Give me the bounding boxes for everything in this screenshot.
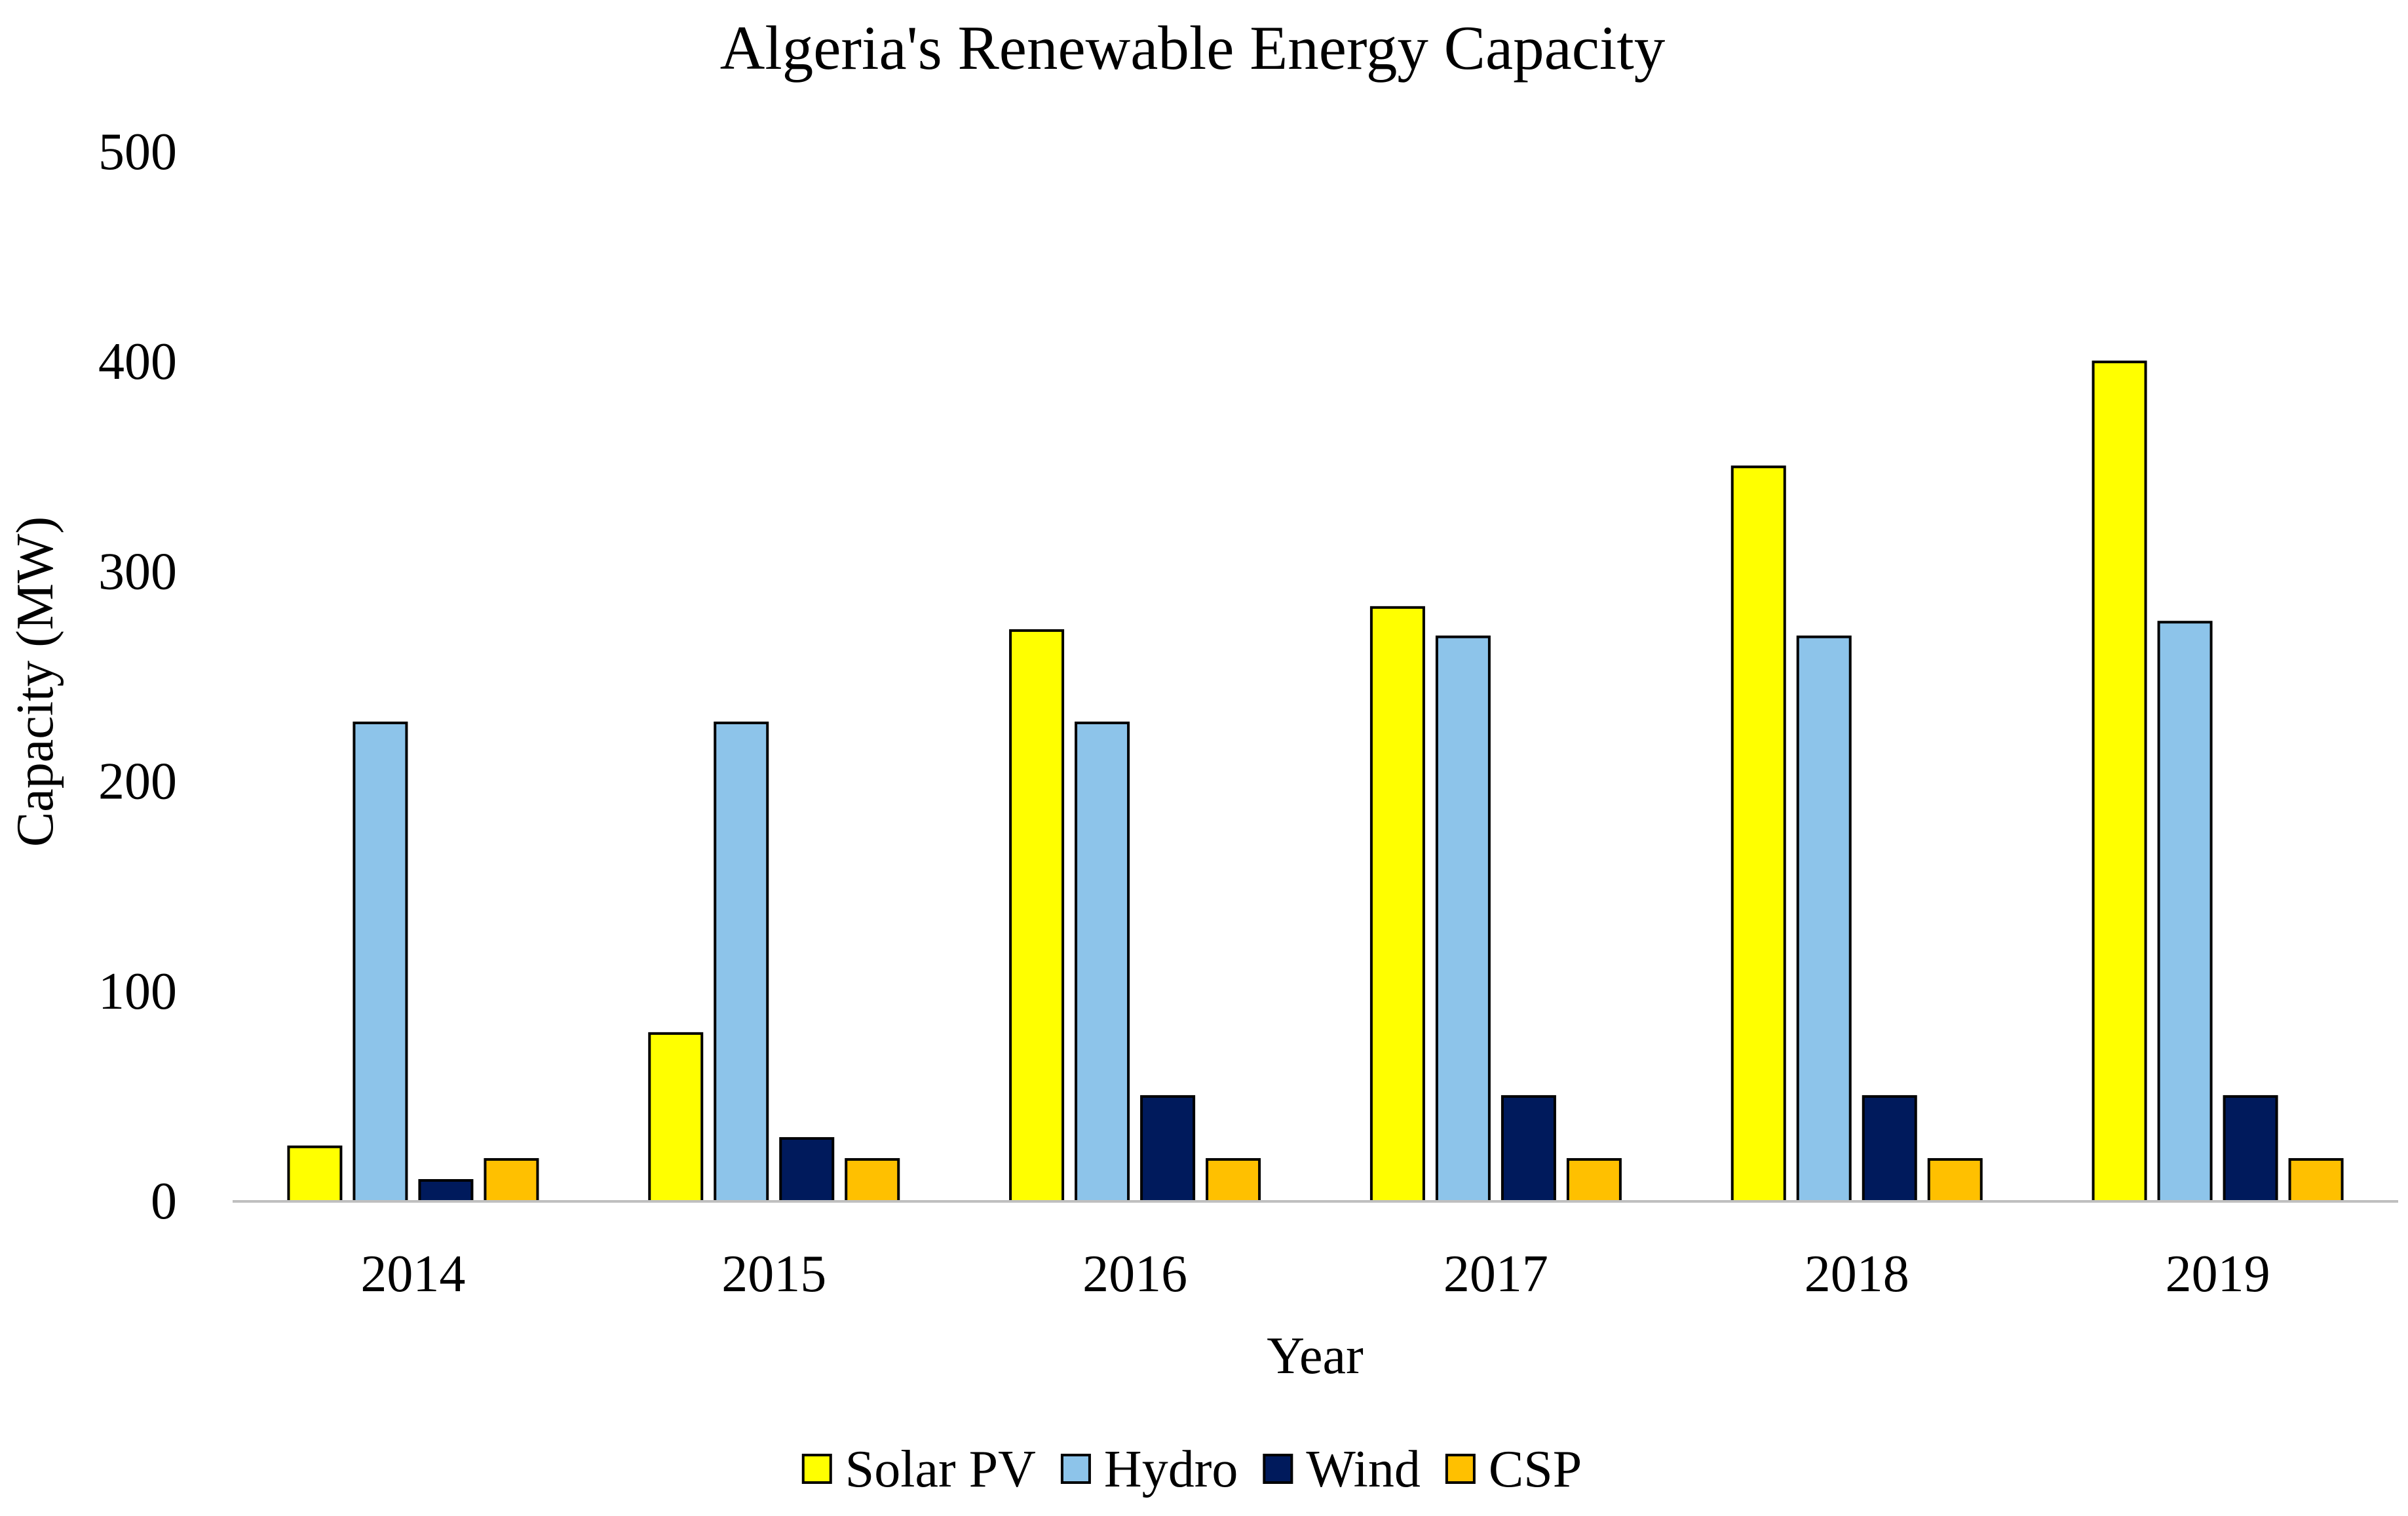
x-tick-label: 2014 [360,1245,465,1303]
bar-hydro-2015 [714,721,769,1203]
legend-swatch [1263,1454,1293,1484]
bar-solar-pv-2016 [1009,629,1065,1203]
legend-swatch [1060,1454,1091,1484]
bar-csp-2014 [484,1157,539,1203]
x-axis-label: Year [1267,1327,1363,1385]
bars [287,360,2344,1203]
bar-csp-2016 [1206,1157,1261,1203]
chart-title: Algeria's Renewable Energy Capacity [720,13,1666,83]
x-axis-ticks: 2014 2015 2016 2017 2018 2019 [360,1245,2270,1303]
x-tick-label: 2015 [721,1245,826,1303]
bar-wind-2016 [1140,1095,1196,1203]
bar-solar-pv-2015 [648,1032,704,1203]
x-tick-label: 2017 [1443,1245,1548,1303]
bar-solar-pv-2018 [1730,465,1786,1203]
y-tick-label: 0 [151,1173,177,1230]
bar-csp-2019 [2288,1157,2344,1203]
legend-item-wind: Wind [1263,1441,1421,1498]
legend-label: Wind [1306,1441,1421,1498]
legend: Solar PV Hydro Wind CSP [801,1441,1582,1498]
bar-solar-pv-2017 [1369,606,1425,1203]
bar-wind-2014 [418,1178,474,1203]
y-tick-label: 100 [98,963,177,1020]
bar-wind-2015 [779,1137,835,1203]
y-tick-label: 500 [98,123,177,181]
bar-wind-2017 [1500,1095,1556,1203]
legend-swatch [1445,1454,1476,1484]
x-tick-label: 2019 [2166,1245,2270,1303]
legend-item-solar-pv: Solar PV [801,1441,1036,1498]
bar-hydro-2017 [1435,635,1491,1203]
bar-hydro-2018 [1796,635,1852,1203]
bar-csp-2015 [845,1157,900,1203]
legend-label: CSP [1489,1441,1582,1498]
x-tick-label: 2018 [1805,1245,1909,1303]
legend-swatch [801,1454,832,1484]
y-axis-label: Capacity (MW) [7,516,64,847]
legend-item-csp: CSP [1445,1441,1582,1498]
bar-hydro-2016 [1075,721,1130,1203]
x-tick-label: 2016 [1082,1245,1187,1303]
y-tick-label: 300 [98,543,177,600]
y-axis-ticks: 0 100 200 300 400 500 [98,123,177,1230]
legend-item-hydro: Hydro [1060,1441,1238,1498]
bar-solar-pv-2014 [287,1145,343,1203]
y-tick-label: 400 [98,333,177,391]
bar-wind-2018 [1862,1095,1917,1203]
bar-wind-2019 [2223,1095,2278,1203]
y-tick-label: 200 [98,753,177,811]
bar-hydro-2014 [353,721,408,1203]
legend-label: Hydro [1104,1441,1238,1498]
bar-csp-2017 [1566,1157,1622,1203]
legend-label: Solar PV [845,1441,1036,1498]
bar-solar-pv-2019 [2092,360,2147,1203]
bar-hydro-2019 [2157,621,2213,1203]
bar-csp-2018 [1927,1157,1983,1203]
